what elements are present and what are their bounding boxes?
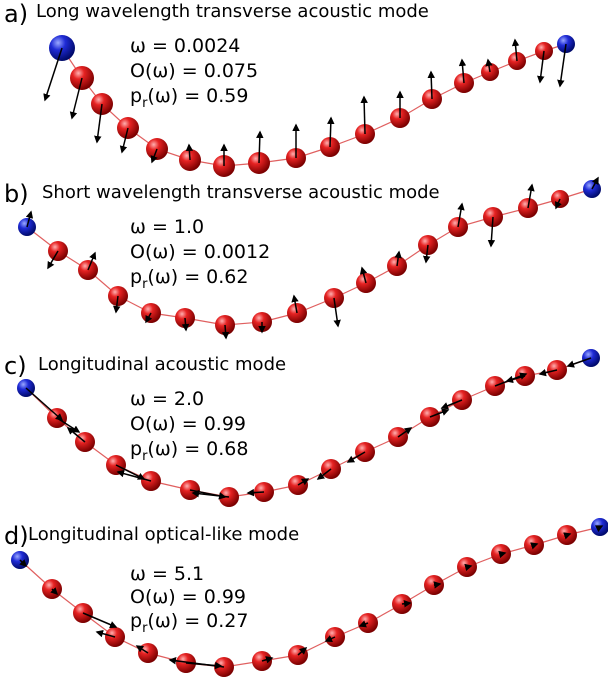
- displacement-arrow: [563, 532, 572, 540]
- displacement-arrow: [427, 70, 435, 100]
- panel-d-omega: ω = 5.1: [130, 563, 204, 585]
- panel-b-omega: ω = 1.0: [130, 216, 204, 238]
- displacement-arrow: [115, 464, 146, 480]
- displacement-arrow: [316, 468, 332, 480]
- panel-c-backbone: [25, 357, 592, 498]
- displacement-arrow: [47, 250, 59, 270]
- displacement-arrow: [297, 478, 310, 486]
- panel-d-title: Longitudinal optical-like mode: [28, 524, 299, 545]
- panel-b-letter: b): [4, 180, 29, 208]
- bead: [117, 117, 139, 139]
- displacement-arrow: [69, 77, 83, 120]
- panel-c-letter: c): [4, 352, 27, 380]
- displacement-arrow: [19, 559, 28, 568]
- panel-c-participation: pr(ω) = 0.68: [130, 438, 248, 464]
- displacement-arrow: [458, 58, 467, 84]
- displacement-arrow: [181, 317, 190, 332]
- displacement-arrow: [135, 645, 149, 654]
- displacement-arrow: [25, 210, 34, 228]
- displacement-arrow: [527, 183, 535, 209]
- displacement-arrow: [221, 324, 230, 340]
- panel-d-backbone: [19, 526, 601, 668]
- displacement-arrow: [422, 244, 431, 264]
- displacement-arrow: [358, 620, 369, 628]
- panel-d-overlap: O(ω) = 0.99: [130, 586, 246, 608]
- displacement-arrow: [56, 417, 81, 433]
- displacement-arrow: [566, 357, 592, 368]
- displacement-arrow: [43, 47, 63, 102]
- panel-b: b) Short wavelength transverse acoustic …: [4, 176, 601, 340]
- displacement-arrow: [487, 216, 496, 248]
- displacement-arrow: [297, 647, 308, 656]
- displacement-arrow: [397, 427, 413, 438]
- displacement-arrow: [94, 103, 103, 144]
- end-bead: [591, 518, 608, 536]
- displacement-arrow: [333, 297, 341, 328]
- displacement-arrow: [591, 176, 599, 190]
- panel-d-letter: d): [4, 522, 29, 550]
- displacement-arrow: [150, 148, 158, 164]
- panel-b-chain: [18, 176, 601, 340]
- panel-a-participation: pr(ω) = 0.59: [130, 85, 248, 111]
- displacement-arrow: [557, 43, 567, 88]
- panel-b-backbone: [26, 188, 593, 326]
- panel-b-title: Short wavelength transverse acoustic mod…: [42, 182, 440, 203]
- displacement-arrow: [346, 451, 366, 463]
- panel-c-omega: ω = 2.0: [130, 388, 204, 410]
- displacement-arrow: [429, 408, 450, 418]
- displacement-arrow: [464, 563, 473, 572]
- displacement-arrow: [401, 600, 412, 608]
- displacement-arrow: [485, 58, 493, 73]
- displacement-arrow: [359, 266, 368, 284]
- displacement-arrow: [95, 629, 116, 638]
- displacement-arrow: [324, 635, 336, 642]
- displacement-arrow: [119, 127, 129, 154]
- panel-c: c) Longitudinal acoustic mode ω = 2.0 O(…: [4, 349, 600, 507]
- panel-a-chain: [43, 35, 575, 177]
- displacement-arrow: [87, 251, 97, 271]
- displacement-arrow: [530, 542, 539, 550]
- panel-b-overlap: O(ω) = 0.0012: [130, 241, 270, 263]
- panel-d-chain: [11, 518, 608, 677]
- displacement-arrow: [511, 38, 520, 62]
- displacement-arrow: [185, 143, 194, 161]
- panel-a-overlap: O(ω) = 0.075: [130, 60, 258, 82]
- displacement-arrow: [360, 95, 368, 135]
- displacement-arrow: [66, 427, 86, 443]
- panel-d-participation: pr(ω) = 0.27: [130, 610, 248, 636]
- panel-c-chain: [17, 349, 600, 507]
- displacement-arrow: [82, 612, 118, 629]
- displacement-arrow: [261, 656, 274, 664]
- displacement-arrow: [25, 387, 64, 421]
- displacement-arrow: [394, 250, 402, 267]
- displacement-arrow: [505, 375, 526, 384]
- displacement-arrow: [457, 202, 465, 228]
- panel-a-omega: ω = 0.0024: [130, 35, 240, 57]
- displacement-arrow: [555, 198, 562, 210]
- displacement-arrow: [594, 525, 604, 533]
- panel-c-title: Longitudinal acoustic mode: [38, 354, 286, 375]
- displacement-arrow: [498, 550, 507, 559]
- displacement-arrow: [116, 469, 152, 482]
- displacement-arrow: [440, 399, 463, 410]
- displacement-arrow: [256, 130, 264, 164]
- displacement-arrow: [113, 295, 121, 314]
- displacement-arrow: [538, 368, 558, 377]
- panel-a: a) Long wavelength transverse acoustic m…: [4, 0, 575, 177]
- panel-a-letter: a): [4, 0, 28, 28]
- displacement-arrow: [246, 488, 265, 497]
- panel-a-title: Long wavelength transverse acoustic mode: [36, 1, 429, 22]
- displacement-arrow: [327, 116, 335, 148]
- displacement-arrow: [291, 294, 299, 314]
- displacement-arrow: [145, 312, 153, 324]
- displacement-arrow: [537, 50, 545, 84]
- displacement-arrow: [433, 581, 442, 589]
- displacement-arrow: [168, 657, 225, 668]
- panel-b-participation: pr(ω) = 0.62: [130, 266, 248, 292]
- displacement-arrow: [191, 489, 230, 498]
- panel-c-overlap: O(ω) = 0.99: [130, 413, 246, 435]
- panel-d: d) Longitudinal optical-like mode ω = 5.…: [4, 518, 608, 677]
- displacement-arrow: [50, 587, 59, 596]
